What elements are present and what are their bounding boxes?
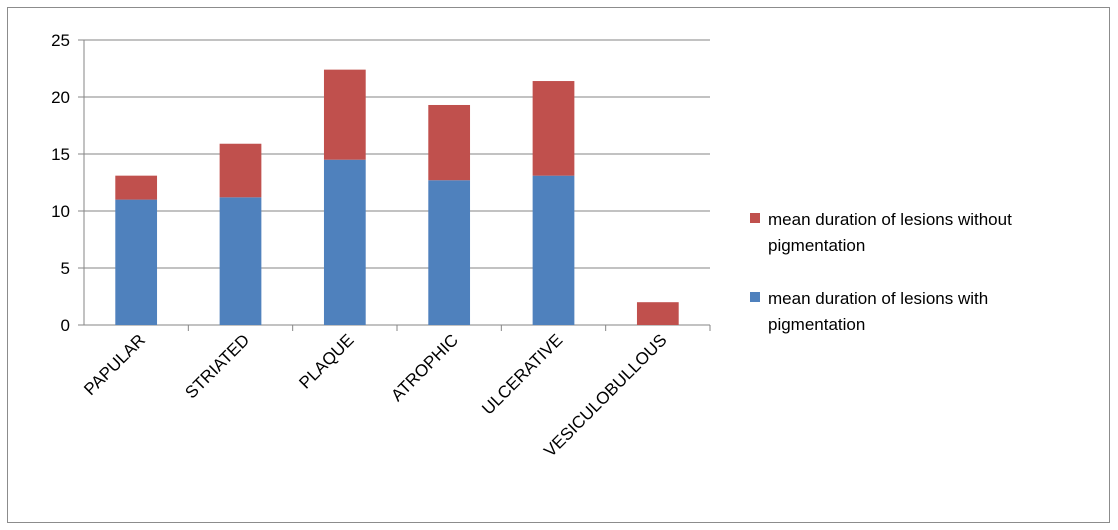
bars — [115, 69, 679, 325]
y-tick-label: 5 — [61, 259, 70, 278]
legend-label: pigmentation — [768, 315, 865, 334]
bar-without-pigmentation — [428, 104, 471, 181]
legend-swatch — [750, 292, 760, 302]
gridlines — [84, 39, 710, 269]
bar-with-pigmentation — [115, 199, 158, 325]
chart-svg: 0 5 10 15 20 25 PAPULAR STRIATED PLAQUE ATROPHIC… — [51, 31, 1012, 461]
legend: mean duration of lesions without pigmenta… — [750, 210, 1012, 334]
y-tick-label: 20 — [51, 88, 70, 107]
y-tick-labels: 0 5 10 15 20 25 — [51, 31, 70, 335]
legend-swatch — [750, 213, 760, 223]
bar-without-pigmentation — [323, 69, 366, 160]
x-tick-label: ATROPHIC — [387, 330, 462, 405]
legend-label: mean duration of lesions with — [768, 289, 988, 308]
bar-with-pigmentation — [219, 197, 262, 325]
x-tick-label: STRIATED — [181, 330, 253, 402]
bar-with-pigmentation — [428, 180, 471, 325]
axes — [78, 39, 711, 331]
y-tick-label: 10 — [51, 202, 70, 221]
bar-without-pigmentation — [636, 302, 679, 325]
x-tick-labels: PAPULAR STRIATED PLAQUE ATROPHIC ULCERATIVEV… — [80, 330, 670, 460]
x-tick-label: PAPULAR — [80, 330, 149, 399]
y-tick-label: 15 — [51, 145, 70, 164]
bar-without-pigmentation — [115, 175, 158, 200]
legend-label: pigmentation — [768, 236, 865, 255]
y-tick-label: 25 — [51, 31, 70, 50]
x-tick-label: PLAQUE — [295, 330, 357, 392]
bar-without-pigmentation — [532, 81, 575, 176]
bar-with-pigmentation — [532, 175, 575, 325]
chart-area: 0 5 10 15 20 25 PAPULAR STRIATED PLAQUE ATROPHIC… — [7, 7, 1110, 523]
bar-with-pigmentation — [323, 159, 366, 325]
bar-without-pigmentation — [219, 143, 262, 198]
x-tick-label: ULCERATIVE — [478, 330, 566, 418]
legend-label: mean duration of lesions without — [768, 210, 1012, 229]
y-tick-label: 0 — [61, 316, 70, 335]
